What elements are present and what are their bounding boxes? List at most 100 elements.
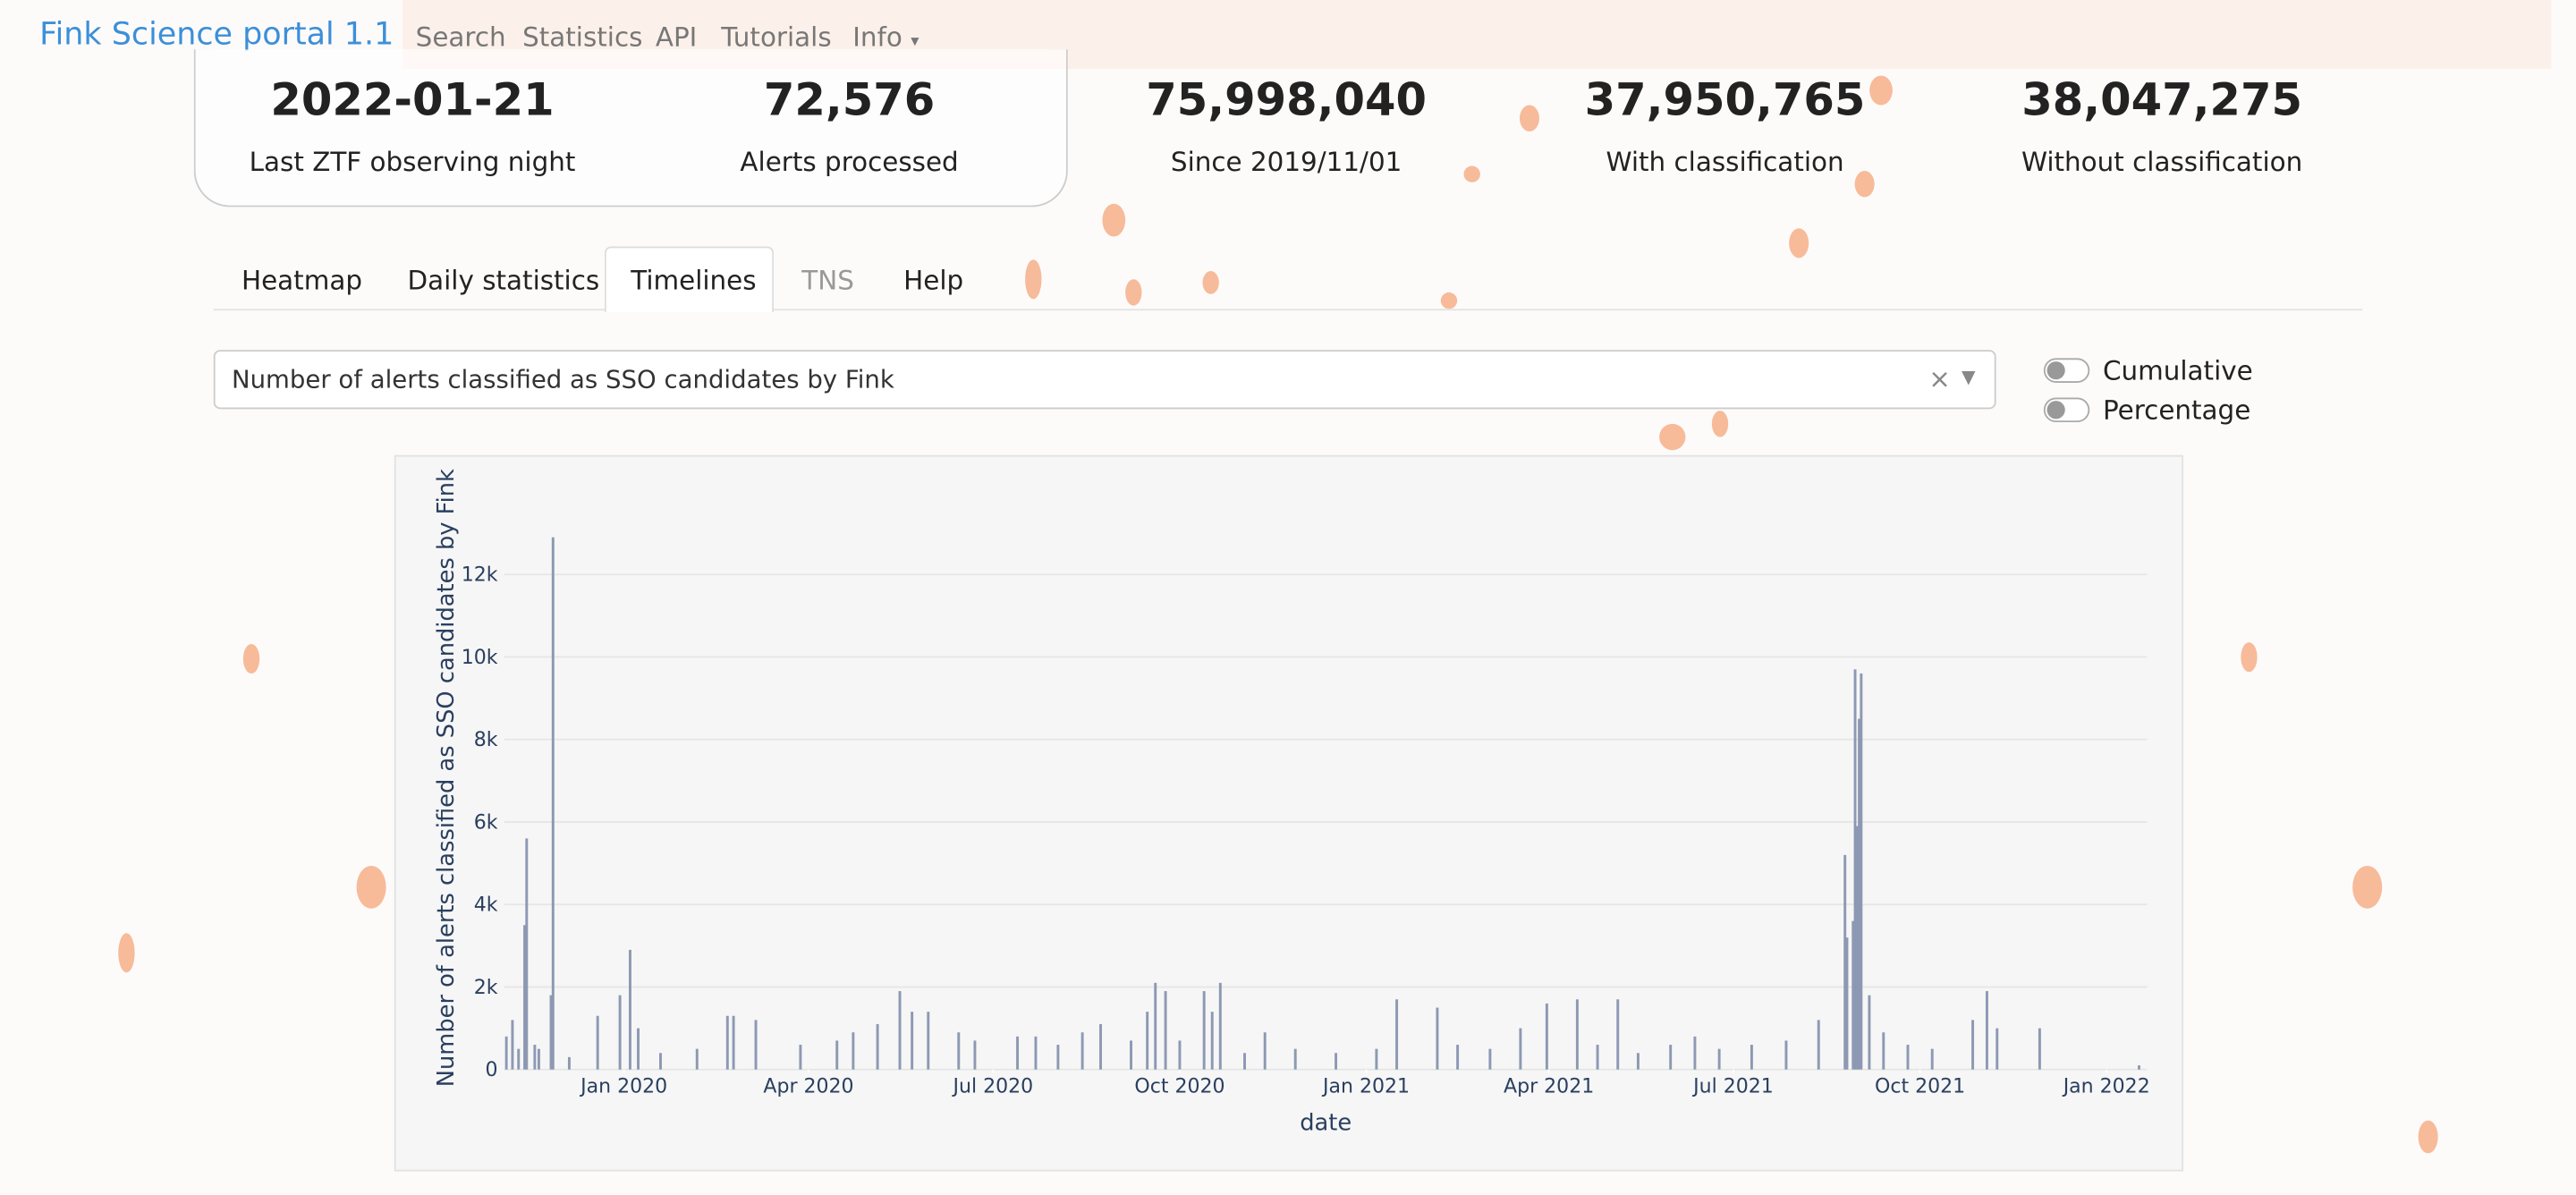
bar	[533, 1045, 537, 1070]
bar	[876, 1023, 879, 1070]
bar	[504, 1036, 508, 1070]
bar	[1099, 1023, 1102, 1070]
stat-label: Without classification	[2021, 146, 2303, 178]
bar	[2138, 1065, 2140, 1070]
bar	[549, 995, 553, 1070]
bar	[1852, 920, 1855, 1070]
bar	[1817, 1020, 1820, 1070]
bar	[911, 1012, 914, 1070]
bar	[1616, 999, 1620, 1070]
bar	[1488, 1048, 1492, 1070]
nav-link[interactable]: Search	[415, 21, 506, 53]
tab-disabled: TNS	[801, 264, 854, 296]
x-axis-title: date	[1300, 1110, 1352, 1137]
bar	[658, 1053, 662, 1070]
nav-link[interactable]: API	[655, 21, 698, 53]
bar	[1164, 991, 1167, 1070]
stat-value: 37,950,765	[1584, 75, 1866, 127]
bar	[695, 1048, 699, 1070]
y-axis-title: Number of alerts classified as SSO candi…	[433, 469, 460, 1087]
bar	[852, 1032, 855, 1070]
bar	[1855, 826, 1859, 1070]
bar	[1858, 718, 1861, 1070]
bar	[1882, 1032, 1885, 1070]
bar	[511, 1020, 514, 1070]
bar	[1293, 1048, 1297, 1070]
dropdown-arrow[interactable]: ▼	[1962, 366, 1976, 388]
brand[interactable]: Fink Science portal 1.1	[39, 16, 394, 53]
bar	[628, 949, 631, 1070]
x-tick-label: Apr 2021	[1504, 1075, 1594, 1098]
y-tick-label: 8k	[474, 729, 498, 751]
y-tick-label: 0	[485, 1059, 497, 1081]
bar	[1669, 1045, 1673, 1070]
bar	[618, 995, 622, 1070]
bar	[567, 1056, 571, 1070]
y-tick-label: 2k	[474, 977, 498, 999]
bar	[1436, 1007, 1439, 1070]
bar	[1218, 982, 1222, 1070]
bar	[1130, 1040, 1133, 1070]
bar	[1784, 1040, 1788, 1070]
bar	[1845, 937, 1849, 1070]
bar	[927, 1012, 930, 1070]
bar	[799, 1045, 802, 1070]
bar	[732, 1015, 735, 1070]
bar	[835, 1040, 839, 1070]
bar	[1545, 1003, 1548, 1070]
bar	[1395, 999, 1399, 1070]
nav-link[interactable]: Info ▾	[852, 21, 919, 53]
bar	[1717, 1048, 1721, 1070]
y-tick-label: 4k	[474, 894, 498, 917]
bar	[1456, 1045, 1460, 1070]
x-tick-label: Jan 2021	[1321, 1075, 1410, 1098]
y-tick-label: 12k	[462, 564, 498, 587]
tab[interactable]: Heatmap	[241, 264, 362, 296]
bar	[1860, 673, 1863, 1070]
bar	[525, 838, 529, 1070]
nav-link[interactable]: Tutorials	[721, 21, 832, 53]
bar	[1202, 991, 1206, 1070]
stat-value: 38,047,275	[2021, 75, 2302, 127]
x-tick-label: Oct 2021	[1875, 1075, 1965, 1098]
bar	[1178, 1040, 1182, 1070]
dropdown-value: Number of alerts classified as SSO candi…	[231, 364, 894, 394]
tab[interactable]: Help	[903, 264, 964, 296]
bar	[1596, 1045, 1599, 1070]
dropdown-clear[interactable]: ×	[1928, 362, 1951, 394]
bar	[1154, 982, 1157, 1070]
toggle[interactable]	[2043, 358, 2090, 383]
bar	[537, 1048, 540, 1070]
bar	[551, 537, 555, 1070]
tab[interactable]: Daily statistics	[407, 264, 600, 296]
stat-value: 75,998,040	[1146, 75, 1428, 127]
bar	[973, 1040, 977, 1070]
x-tick-label: Jan 2022	[2062, 1075, 2150, 1098]
bar	[1146, 1012, 1149, 1070]
y-tick-label: 10k	[462, 647, 498, 669]
bar	[1693, 1036, 1697, 1070]
dropdown[interactable]: Number of alerts classified as SSO candi…	[213, 350, 1996, 410]
nav-link[interactable]: Statistics	[522, 21, 643, 53]
nav-link-text[interactable]: Info	[852, 21, 902, 53]
toggle[interactable]	[2043, 397, 2090, 423]
x-tick-label: Jan 2020	[579, 1075, 667, 1098]
bar	[2038, 1028, 2041, 1070]
x-tick-label: Apr 2020	[763, 1075, 853, 1098]
bar	[1263, 1032, 1267, 1070]
stat-label: Since 2019/11/01	[1170, 146, 1402, 178]
tab-active[interactable]: Timelines	[631, 264, 757, 296]
bar	[1971, 1020, 1975, 1070]
bar	[1375, 1048, 1378, 1070]
stat-value: 2022-01-21	[270, 75, 555, 127]
bar	[1519, 1028, 1522, 1070]
bar	[1868, 995, 1871, 1070]
bar	[1636, 1053, 1640, 1070]
toggle-knob	[2046, 361, 2065, 380]
bar	[1575, 999, 1579, 1070]
bar	[1853, 669, 1857, 1070]
bar	[1335, 1053, 1338, 1070]
x-tick-label: Jul 2020	[952, 1075, 1034, 1098]
